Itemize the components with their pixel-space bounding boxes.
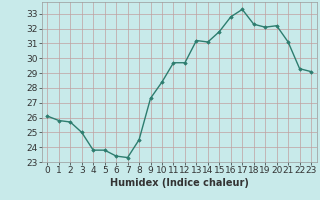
- X-axis label: Humidex (Indice chaleur): Humidex (Indice chaleur): [110, 178, 249, 188]
